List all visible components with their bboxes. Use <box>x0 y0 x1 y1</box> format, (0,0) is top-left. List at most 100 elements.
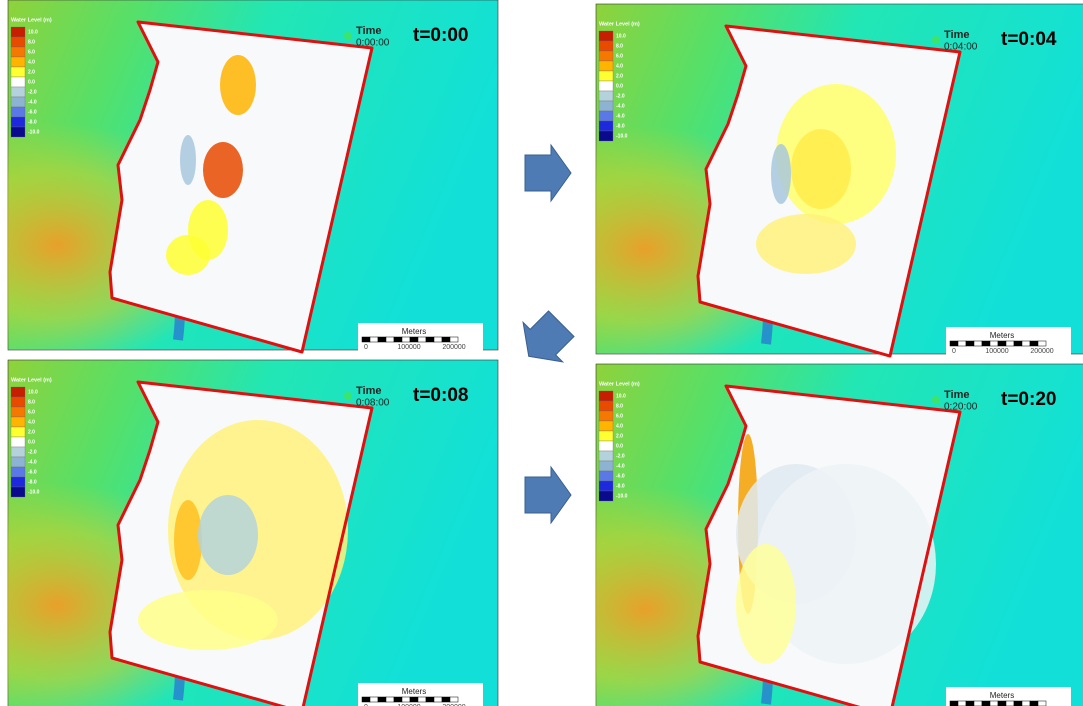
legend-label: -2.0 <box>28 449 37 455</box>
scale-unit: Meters <box>990 331 1014 340</box>
legend-swatch <box>599 81 613 91</box>
legend-label: -6.0 <box>28 469 37 475</box>
wave-field <box>166 235 210 275</box>
legend-swatch <box>11 417 25 427</box>
scale-segment <box>442 697 450 702</box>
legend-swatch <box>599 101 613 111</box>
scale-segment <box>418 337 426 342</box>
legend-swatch <box>599 91 613 101</box>
legend-label: 2.0 <box>616 73 623 79</box>
legend-swatch <box>599 391 613 401</box>
scale-segment <box>402 337 410 342</box>
scale-segment <box>974 341 982 346</box>
map-panel: Water Level (m)10.08.06.04.02.00.0-2.0-4… <box>596 364 1083 706</box>
scale-tick: 200000 <box>1030 348 1053 355</box>
legend-swatch <box>11 67 25 77</box>
scale-segment <box>394 337 402 342</box>
scale-segment <box>990 341 998 346</box>
scale-segment <box>1014 701 1022 706</box>
legend-label: -2.0 <box>28 89 37 95</box>
t-label: t=0:04 <box>1001 29 1057 50</box>
scale-segment <box>958 701 966 706</box>
legend-swatch <box>599 131 613 141</box>
legend-swatch <box>11 77 25 87</box>
t-label: t=0:08 <box>413 385 468 406</box>
legend-label: 10.0 <box>616 33 626 39</box>
legend-swatch <box>11 397 25 407</box>
arrow-right <box>525 467 571 523</box>
legend-label: -10.0 <box>616 133 628 139</box>
scale-segment <box>1038 341 1046 346</box>
scale-segment <box>394 697 402 702</box>
scale-segment <box>426 697 434 702</box>
legend-swatch <box>599 411 613 421</box>
scale-segment <box>1038 701 1046 706</box>
legend-swatch <box>11 117 25 127</box>
scale-segment <box>982 341 990 346</box>
wave-field <box>198 495 258 575</box>
legend-label: 6.0 <box>616 53 623 59</box>
legend-label: -10.0 <box>28 129 40 135</box>
wave-field <box>180 135 196 185</box>
legend-label: -2.0 <box>616 93 625 99</box>
legend-swatch <box>599 441 613 451</box>
time-label: Time <box>356 25 381 37</box>
scale-segment <box>990 701 998 706</box>
scale-segment <box>362 697 370 702</box>
legend-label: 0.0 <box>28 79 35 85</box>
legend-swatch <box>599 121 613 131</box>
scale-segment <box>1030 701 1038 706</box>
legend-swatch <box>599 471 613 481</box>
legend-swatch <box>11 87 25 97</box>
scale-segment <box>386 337 394 342</box>
legend-label: 4.0 <box>616 423 623 429</box>
scale-segment <box>426 337 434 342</box>
wave-field <box>138 590 278 650</box>
legend-label: 4.0 <box>28 419 35 425</box>
legend-swatch <box>11 37 25 47</box>
legend-label: 8.0 <box>616 43 623 49</box>
legend-label: -8.0 <box>28 119 37 125</box>
wave-field <box>203 142 243 198</box>
scale-segment <box>1014 341 1022 346</box>
legend-label: 6.0 <box>616 413 623 419</box>
legend-label: -6.0 <box>28 109 37 115</box>
scale-segment <box>450 697 458 702</box>
t-label: t=0:00 <box>413 25 468 46</box>
scale-segment <box>402 697 410 702</box>
legend-label: 10.0 <box>28 389 38 395</box>
legend-label: 8.0 <box>616 403 623 409</box>
scale-segment <box>1030 341 1038 346</box>
legend-swatch <box>599 111 613 121</box>
legend-label: 2.0 <box>28 69 35 75</box>
legend-swatch <box>599 401 613 411</box>
scale-segment <box>362 337 370 342</box>
t-label: t=0:20 <box>1001 389 1056 410</box>
legend-label: 8.0 <box>28 399 35 405</box>
legend-title: Water Level (m) <box>11 17 52 23</box>
scale-segment <box>974 701 982 706</box>
time-value: 0:04:00 <box>944 42 978 53</box>
time-value: 0:20:00 <box>944 402 978 413</box>
scale-segment <box>1006 341 1014 346</box>
figure: Water Level (m)10.08.06.04.02.00.0-2.0-4… <box>0 0 1083 706</box>
legend-label: 0.0 <box>616 83 623 89</box>
scale-segment <box>950 701 958 706</box>
time-icon <box>932 36 940 44</box>
legend-label: 2.0 <box>616 433 623 439</box>
legend-swatch <box>599 71 613 81</box>
time-icon <box>344 32 352 40</box>
legend-swatch <box>599 41 613 51</box>
legend-label: -8.0 <box>616 483 625 489</box>
legend-swatch <box>11 387 25 397</box>
legend-swatch <box>11 407 25 417</box>
scale-tick: 0 <box>952 348 956 355</box>
time-label: Time <box>356 385 381 397</box>
scale-segment <box>386 697 394 702</box>
scale-segment <box>1022 341 1030 346</box>
map-panel: Water Level (m)10.08.06.04.02.00.0-2.0-4… <box>8 360 498 706</box>
time-value: 0:08:00 <box>356 398 390 409</box>
scale-segment <box>434 697 442 702</box>
legend-swatch <box>599 461 613 471</box>
scale-tick: 100000 <box>985 348 1008 355</box>
